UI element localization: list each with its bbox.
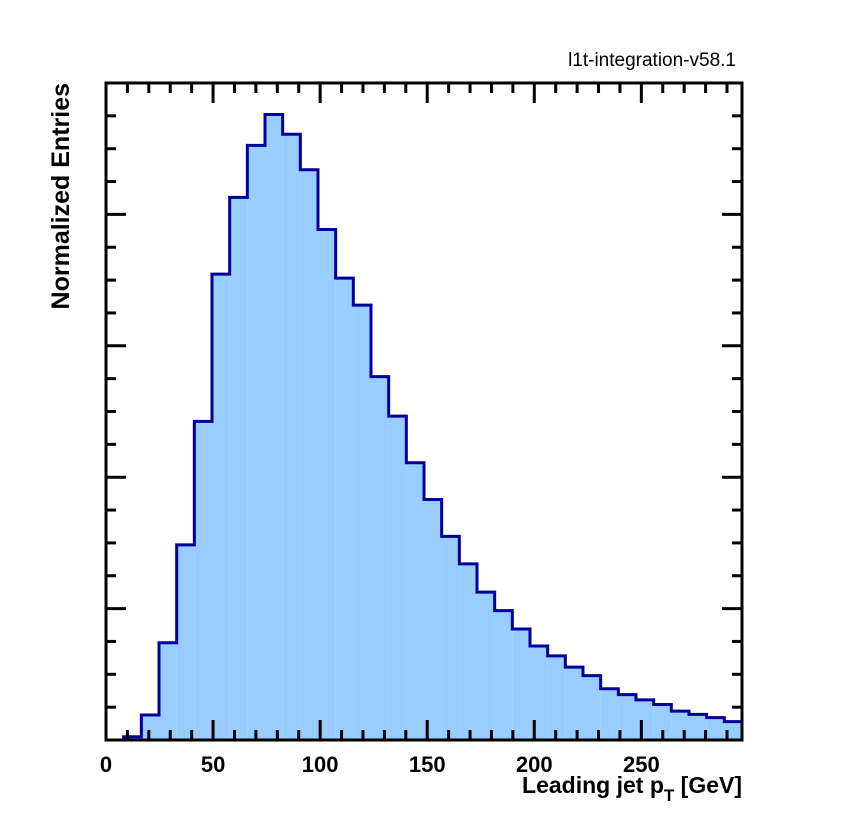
histogram-bin [371, 376, 389, 740]
histogram-bin [282, 134, 301, 741]
axis-ticks [104, 81, 742, 742]
histogram-bin [653, 704, 672, 740]
histogram-bin [494, 610, 513, 740]
histogram-bin [194, 421, 212, 740]
histogram-bin [600, 688, 619, 740]
histogram-bin [123, 736, 142, 740]
x-axis-label-subscript: T [664, 786, 675, 805]
histogram-layer [106, 113, 742, 742]
histogram-bin [247, 145, 265, 741]
histogram-bin [406, 462, 424, 740]
histogram-bin [636, 699, 654, 740]
histogram-bin [265, 114, 283, 740]
histogram-bin [530, 646, 548, 740]
histogram-bin [141, 715, 159, 740]
histogram-bin [176, 544, 195, 740]
x-tick-label: 0 [100, 752, 112, 777]
x-tick-label: 50 [201, 752, 225, 777]
x-tick-label: 250 [623, 752, 660, 777]
histogram-bin [300, 169, 318, 740]
histogram-bin [618, 694, 636, 740]
histogram-bin [547, 655, 566, 740]
histogram-bin [353, 305, 371, 740]
histogram-bin [424, 499, 442, 740]
histogram-bin [583, 675, 601, 740]
histogram-bin [229, 197, 248, 740]
x-tick-label: 100 [302, 752, 339, 777]
x-axis-label-main: Leading jet p [522, 772, 664, 798]
histogram-bin [724, 721, 742, 740]
histogram-bin [706, 717, 725, 740]
histogram-bin [388, 416, 407, 740]
x-axis-label: Leading jet pT [GeV] [522, 772, 742, 805]
y-axis-label: Normalized Entries [47, 83, 75, 309]
histogram-bin [335, 278, 354, 740]
histogram-bin [459, 563, 477, 740]
histogram-outline [106, 113, 742, 742]
version-tag: l1t-integration-v58.1 [568, 50, 736, 71]
histogram-bin [689, 714, 707, 740]
histogram-bin [318, 229, 336, 741]
histogram-bin [565, 667, 583, 740]
histogram-bin [441, 536, 460, 740]
histogram-bin [212, 274, 230, 740]
x-tick-label: 150 [409, 752, 446, 777]
axis-tick-labels: 0 50 100 150 200 250 [100, 752, 660, 777]
histogram-bin [477, 592, 495, 740]
x-tick-label: 200 [516, 752, 553, 777]
histogram-bin [159, 642, 177, 740]
x-axis-label-unit: [GeV] [674, 772, 742, 798]
histogram-bin [671, 711, 689, 740]
histogram-bin [512, 628, 530, 740]
